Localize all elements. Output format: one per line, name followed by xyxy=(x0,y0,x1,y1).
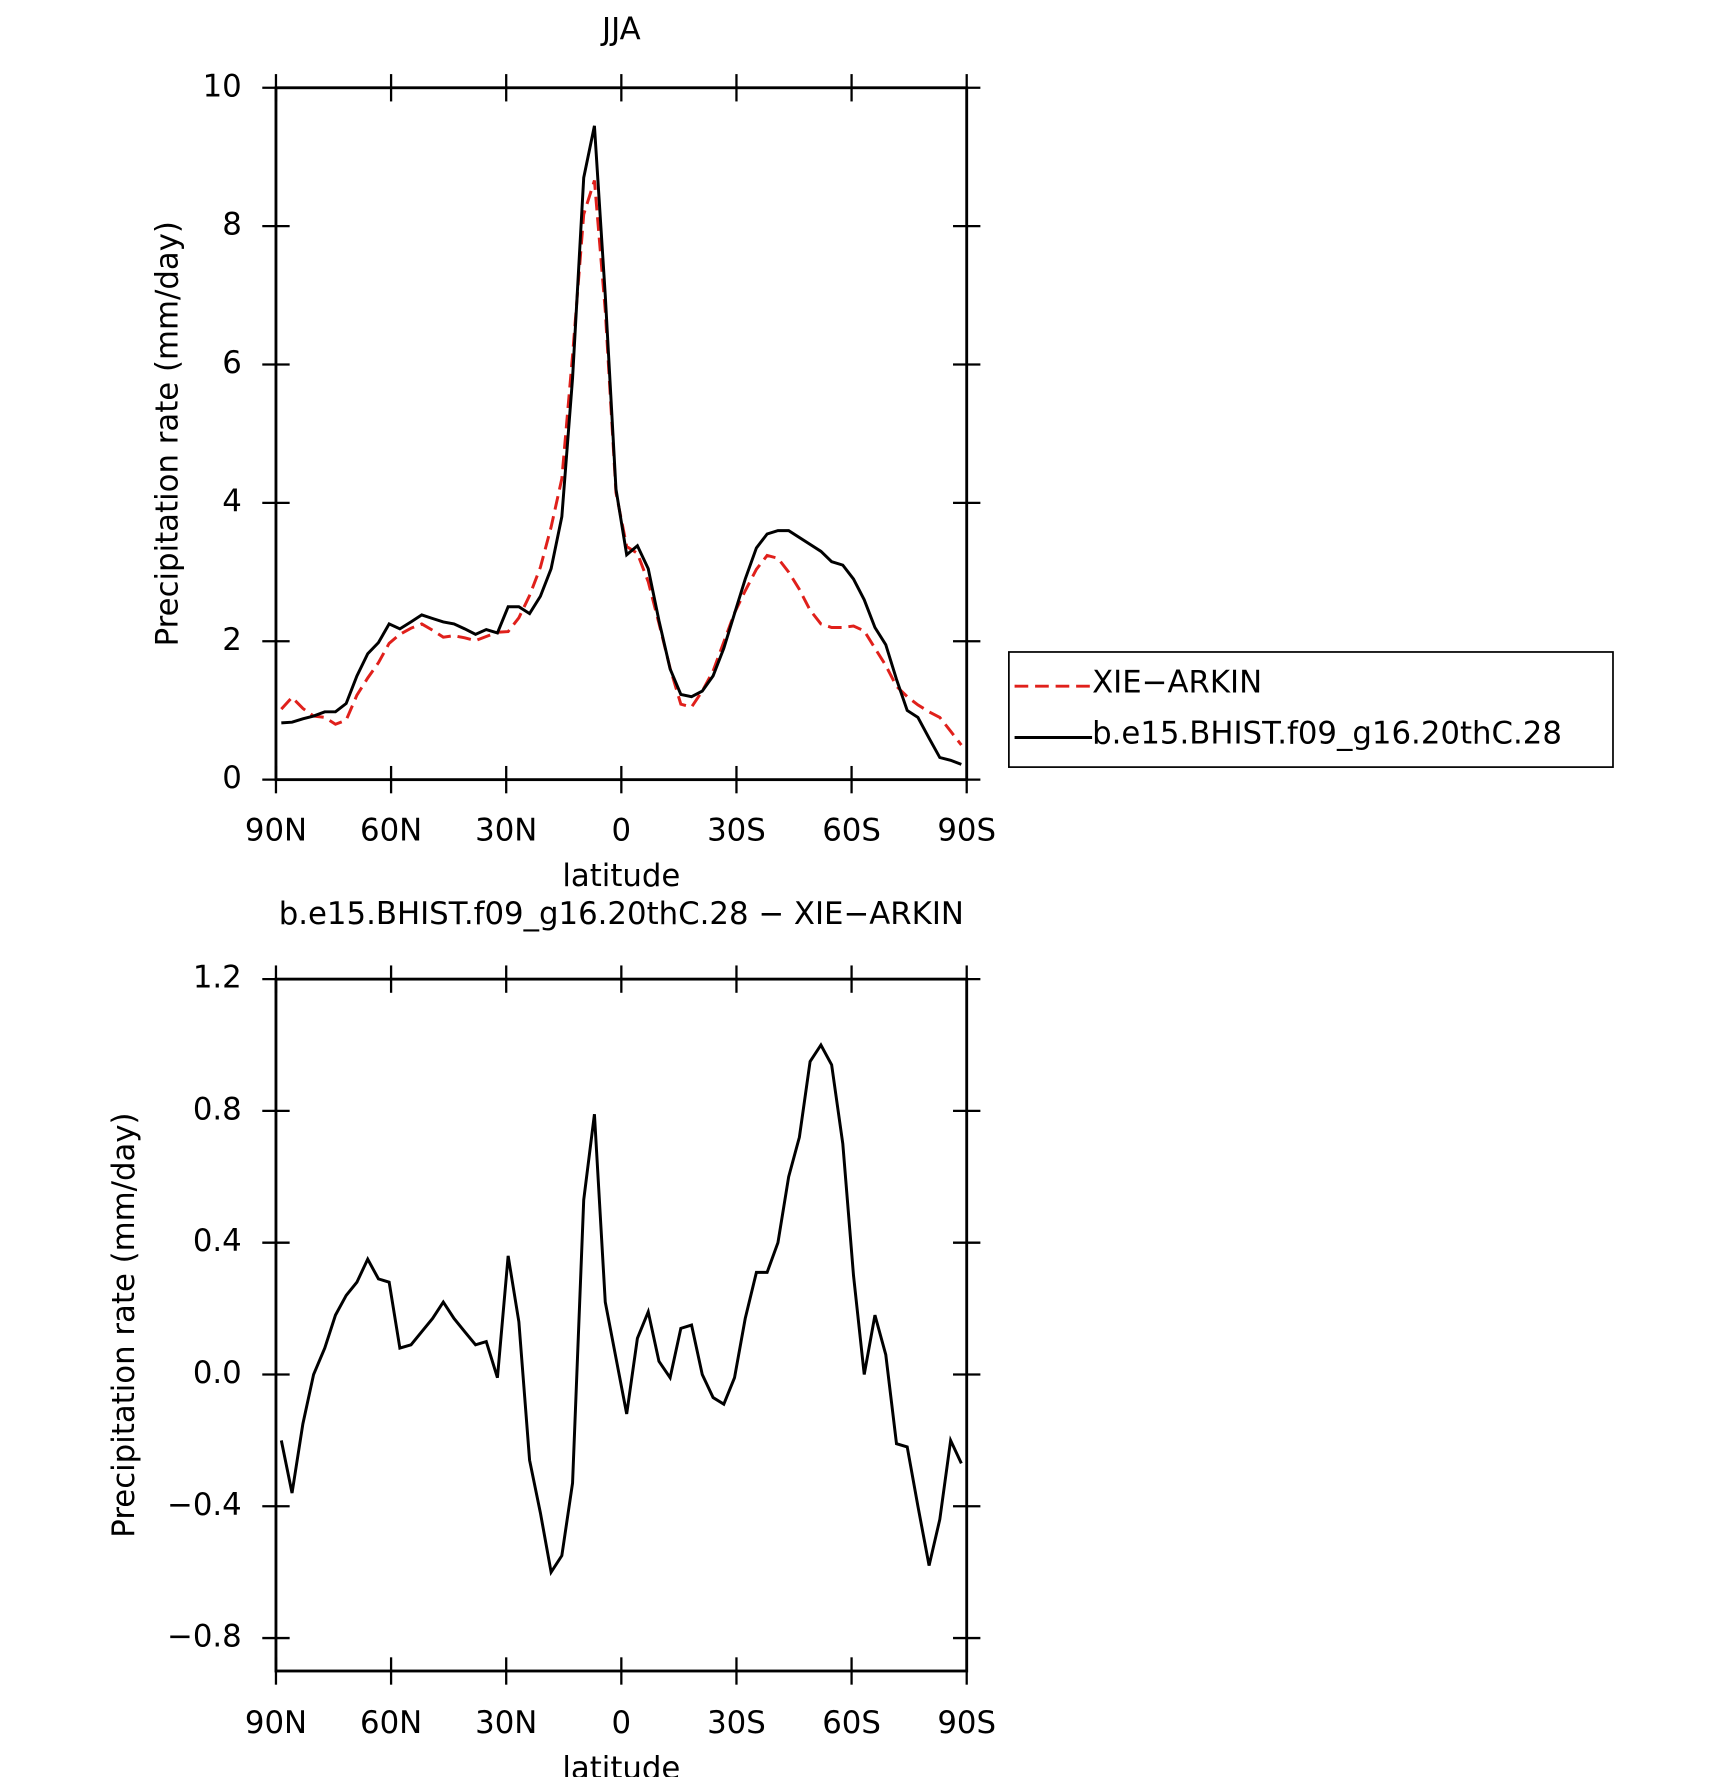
x-tick-label: 60S xyxy=(822,1705,881,1741)
legend-box xyxy=(1008,651,1614,768)
x-tick-label: 30N xyxy=(475,1705,537,1741)
data-line xyxy=(281,125,962,766)
y-tick-label: 0.4 xyxy=(193,1223,242,1259)
y-tick-label: −0.8 xyxy=(167,1619,242,1655)
data-line xyxy=(279,1042,963,1577)
x-tick-label: 0 xyxy=(612,1705,632,1741)
legend-label: b.e15.BHIST.f09_g16.20thC.28 xyxy=(1092,716,1562,752)
x-tick-label: 60N xyxy=(360,813,422,849)
x-tick-label: 30S xyxy=(707,813,766,849)
x-tick-label: 0 xyxy=(612,813,632,849)
y-axis-label: Precipitation rate (mm/day) xyxy=(149,221,185,646)
x-tick-label: 90N xyxy=(245,813,307,849)
y-tick-label: −0.4 xyxy=(167,1487,242,1523)
y-axis-label: Precipitation rate (mm/day) xyxy=(106,1112,142,1537)
y-tick-label: 1.2 xyxy=(193,960,242,996)
y-tick-label: 0.0 xyxy=(193,1355,242,1391)
y-tick-label: 8 xyxy=(222,207,242,243)
data-line xyxy=(280,179,963,746)
x-tick-label: 60N xyxy=(360,1705,422,1741)
y-tick-label: 10 xyxy=(203,68,242,104)
y-tick-label: 2 xyxy=(222,622,242,658)
x-tick-label: 30N xyxy=(475,813,537,849)
x-tick-label: 90N xyxy=(245,1705,307,1741)
chart-title: b.e15.BHIST.f09_g16.20thC.28 − XIE−ARKIN xyxy=(279,896,964,932)
legend: XIE−ARKIN b.e15.BHIST.f09_g16.20thC.28 xyxy=(1008,651,1614,768)
plot-frame xyxy=(274,977,969,1673)
y-tick-label: 6 xyxy=(222,345,242,381)
x-tick-label: 90S xyxy=(937,1705,996,1741)
x-axis-label: latitude xyxy=(562,1751,680,1777)
y-tick-label: 0 xyxy=(222,760,242,796)
x-tick-label: 30S xyxy=(707,1705,766,1741)
x-tick-label: 90S xyxy=(937,813,996,849)
legend-label: XIE−ARKIN xyxy=(1092,664,1262,700)
plot-frame xyxy=(274,86,969,782)
y-tick-label: 0.8 xyxy=(193,1091,242,1127)
x-tick-label: 60S xyxy=(822,813,881,849)
y-tick-label: 4 xyxy=(222,483,242,519)
chart-title: JJA xyxy=(600,11,641,47)
x-axis-label: latitude xyxy=(562,858,680,894)
